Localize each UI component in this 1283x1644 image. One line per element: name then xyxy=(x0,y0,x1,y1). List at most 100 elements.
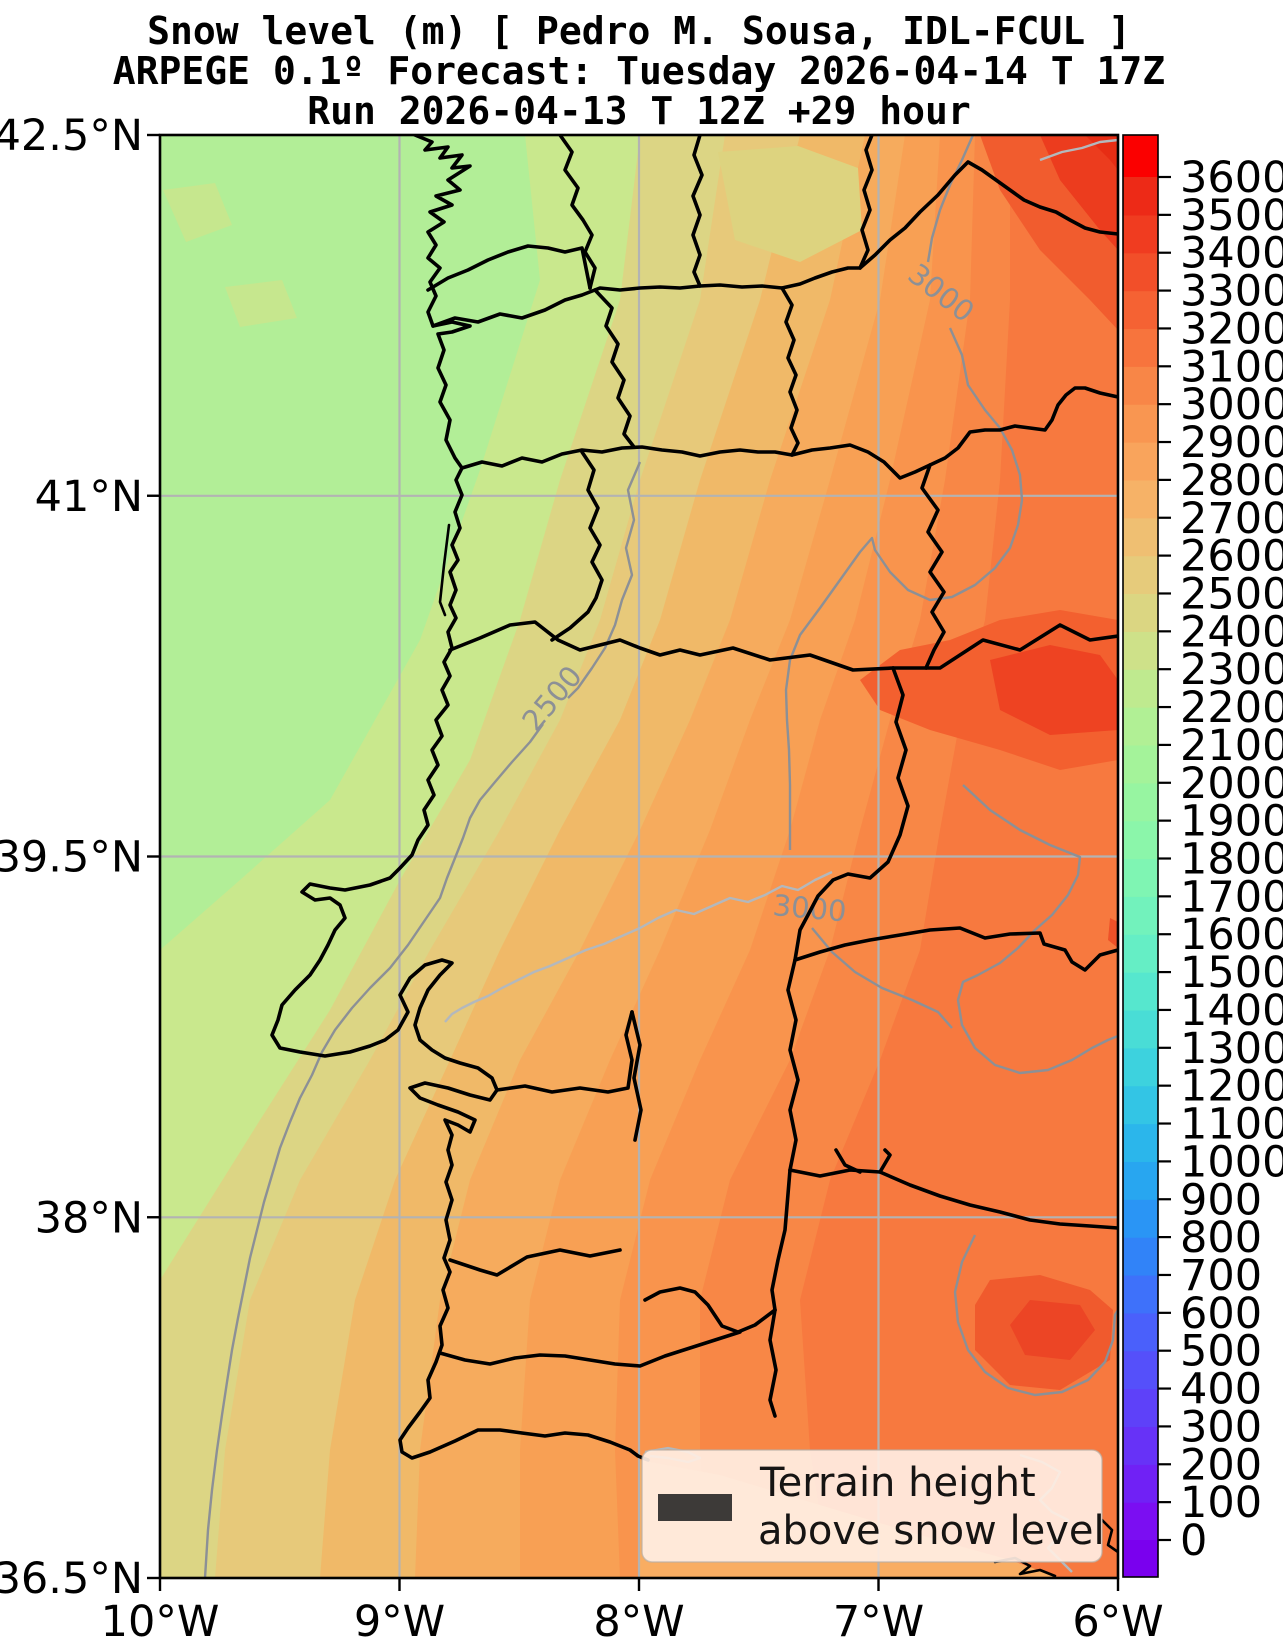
colorbar-segment xyxy=(1123,934,1158,973)
east-border-vertical-2 xyxy=(768,666,910,1418)
algarve-border xyxy=(438,1330,742,1368)
colorbar-tick-label: 500 xyxy=(1180,1327,1262,1377)
colorbar-segment xyxy=(1123,1312,1158,1352)
colorbar-segment xyxy=(1123,290,1158,330)
colorbar-frame xyxy=(1122,134,1159,1578)
legend: Terrain height above snow level xyxy=(641,1449,1105,1563)
galicia-border-1 xyxy=(558,135,597,290)
colorbar-segment xyxy=(1123,593,1158,632)
contour-lines xyxy=(203,135,1118,1578)
colorbar-tick-label: 100 xyxy=(1180,1478,1262,1528)
minho-internal-border xyxy=(593,288,636,449)
figure-title: Snow level (m) [ Pedro M. Sousa, IDL-FCU… xyxy=(113,9,1165,133)
colorbar-segment xyxy=(1123,669,1158,708)
colorbar-segment xyxy=(1123,252,1158,292)
coastline-and-borders xyxy=(270,135,1118,1578)
colorbar-segment xyxy=(1123,1274,1158,1314)
colorbar-tick-label: 1500 xyxy=(1180,948,1283,998)
colorbar-segment xyxy=(1123,555,1158,595)
colorbar-segment xyxy=(1123,820,1158,860)
legend-swatch xyxy=(658,1494,732,1521)
colorbar-segment xyxy=(1123,896,1158,935)
colorbar-tick-label: 2800 xyxy=(1180,456,1283,506)
y-tick-label: 41°N xyxy=(35,472,143,522)
title-line2: ARPEGE 0.1º Forecast: Tuesday 2026-04-14… xyxy=(113,49,1165,93)
colorbar-tick-label: 1400 xyxy=(1180,986,1283,1036)
colorbar-tick-label: 700 xyxy=(1180,1251,1262,1301)
contour-3000-line-south xyxy=(811,784,1118,1397)
colorbar-segment xyxy=(1123,214,1158,254)
colorbar-tick-label: 3400 xyxy=(1180,229,1283,279)
y-tick-label: 36.5°N xyxy=(0,1554,143,1604)
central-border-eastwest xyxy=(448,620,1118,672)
colorbar-segment xyxy=(1123,972,1158,1011)
colorbar-segment xyxy=(1123,1350,1158,1390)
colorbar-segment xyxy=(1123,1085,1158,1125)
x-axis-ticks: 10°W 9°W 8°W 7°W 6°W xyxy=(101,1578,1164,1644)
east-border-vertical-1 xyxy=(920,463,946,670)
colorbar-segment xyxy=(1123,1199,1158,1238)
colorbar-tick-label: 800 xyxy=(1180,1213,1262,1263)
colorbar-segment xyxy=(1123,858,1158,897)
y-tick-label: 42.5°N xyxy=(0,111,143,161)
colorbar-tick-label: 600 xyxy=(1180,1289,1262,1339)
x-tick-label: 6°W xyxy=(1072,1597,1163,1644)
colorbar-tick-label: 2000 xyxy=(1180,759,1283,809)
colorbar-segment xyxy=(1123,1502,1158,1541)
y-tick-label: 39.5°N xyxy=(0,833,143,883)
aveiro-spit xyxy=(438,523,451,617)
setubal-border xyxy=(495,1010,634,1094)
west-coastline xyxy=(270,135,650,1462)
colorbar-segment xyxy=(1123,404,1158,443)
colorbar-tick-label: 3500 xyxy=(1180,191,1283,241)
tras-os-montes-border xyxy=(780,286,800,457)
galicia-border-4 xyxy=(858,135,874,270)
colorbar-tick-label: 3000 xyxy=(1180,380,1283,430)
colorbar-segment xyxy=(1123,479,1158,519)
colorbar-tick-label: 2200 xyxy=(1180,683,1283,733)
legend-label-line1: Terrain height xyxy=(759,1460,1036,1506)
colorbar-tick-label: 0 xyxy=(1180,1516,1207,1566)
x-tick-label: 8°W xyxy=(593,1597,684,1644)
beiras-border-vertical xyxy=(550,450,604,642)
odemira-border xyxy=(448,1248,622,1277)
colorbar-segment xyxy=(1123,1237,1158,1276)
colorbar-segment xyxy=(1123,177,1158,216)
colorbar-tick-label: 2500 xyxy=(1180,569,1283,619)
spain-south-border xyxy=(793,926,1118,972)
x-tick-label: 9°W xyxy=(354,1597,445,1644)
colorbar-tick-label: 1900 xyxy=(1180,797,1283,847)
colorbar-tick-label: 1000 xyxy=(1180,1137,1283,1187)
colorbar-tick-label: 2900 xyxy=(1180,418,1283,468)
title-line1: Snow level (m) [ Pedro M. Sousa, IDL-FCU… xyxy=(147,9,1131,53)
colorbar-tick-label: 3300 xyxy=(1180,267,1283,317)
colorbar-tick-label: 200 xyxy=(1180,1440,1262,1490)
colorbar-segment xyxy=(1123,1388,1158,1428)
galicia-border-2 xyxy=(426,244,592,292)
colorbar-extend-low xyxy=(1123,1540,1158,1577)
title-line3: Run 2026-04-13 T 12Z +29 hour xyxy=(307,89,970,133)
colorbar-tick-label: 2600 xyxy=(1180,532,1283,582)
colorbar-tick-label: 2700 xyxy=(1180,494,1283,544)
spain-se-border xyxy=(788,1168,1118,1230)
colorbar-tick-label: 1200 xyxy=(1180,1062,1283,1112)
colorbar-segment xyxy=(1123,1161,1158,1200)
colorbar-extend-high xyxy=(1123,135,1158,177)
colorbar-segment xyxy=(1123,744,1158,784)
colorbar-tick-label: 1300 xyxy=(1180,1024,1283,1074)
colorbar-segment xyxy=(1123,328,1158,367)
colorbar-tick-label: 900 xyxy=(1180,1175,1262,1225)
map-plot-area: 3000 2500 3000 xyxy=(160,135,1118,1578)
colorbar-tick-label: 3100 xyxy=(1180,342,1283,392)
colorbar-segment xyxy=(1123,1426,1158,1465)
spain-se-border-branch xyxy=(834,1148,892,1174)
colorbar-tick-label: 3200 xyxy=(1180,304,1283,354)
contour-2500-line xyxy=(203,461,642,1578)
alentejo-border-west xyxy=(643,1286,777,1334)
colorbar-segment xyxy=(1123,1464,1158,1503)
colorbar-tick-label: 3600 xyxy=(1180,153,1283,203)
colorbar-segment xyxy=(1123,1123,1158,1162)
colorbar-tick-label: 2300 xyxy=(1180,645,1283,695)
x-tick-label: 7°W xyxy=(833,1597,924,1644)
